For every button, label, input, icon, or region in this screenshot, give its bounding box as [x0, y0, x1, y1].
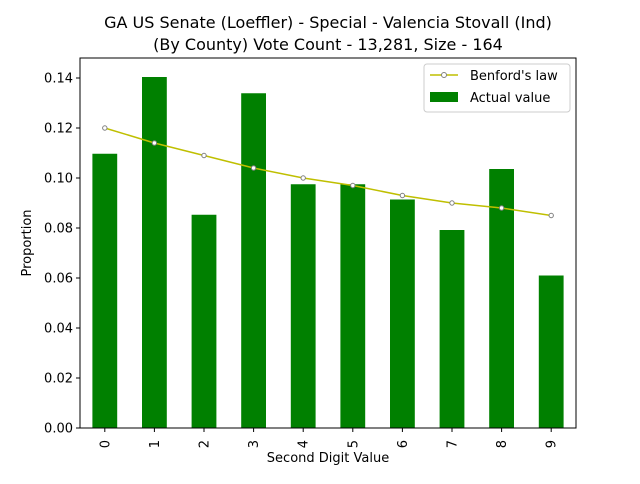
bar-digit-8: [489, 169, 514, 428]
x-tick-label: 9: [545, 440, 560, 448]
bar-series: [92, 77, 564, 428]
y-tick-label: 0.02: [44, 372, 73, 387]
bar-digit-6: [390, 199, 415, 428]
bar-digit-7: [439, 230, 465, 428]
legend: Benford's law Actual value: [423, 63, 571, 113]
benford-marker-5: [350, 182, 356, 189]
y-tick-label: 0.10: [44, 172, 73, 187]
benford-marker-1: [151, 140, 158, 146]
benford-marker-9: [548, 212, 554, 219]
chart-title-line2: (By County) Vote Count - 13,281, Size - …: [153, 35, 503, 54]
benford-marker-6: [399, 192, 406, 199]
benford-marker-7: [449, 200, 455, 206]
y-tick-label: 0.14: [44, 72, 73, 87]
x-tick-label: 4: [297, 440, 312, 448]
y-tick-label: 0.04: [44, 322, 73, 337]
benford-line: [104, 127, 552, 217]
y-tick-label: 0.00: [44, 422, 73, 437]
y-tick-label: 0.12: [44, 122, 73, 137]
legend-label-benford: Benford's law: [470, 69, 558, 84]
benford-marker-0: [102, 125, 108, 131]
benford-line-series: [102, 125, 554, 219]
bar-digit-4: [290, 184, 316, 428]
x-tick-label: 8: [495, 440, 510, 448]
x-tick-label: 0: [98, 440, 113, 448]
x-axis: 0 1 2 3 4 5 6 7 8 9: [98, 428, 560, 448]
benford-marker-8: [498, 205, 505, 211]
chart-title-line1: GA US Senate (Loeffler) - Special - Vale…: [104, 13, 552, 32]
bar-digit-3: [241, 93, 266, 428]
plot-area-frame: [79, 57, 577, 429]
y-axis-label: Proportion: [20, 209, 35, 276]
x-tick-label: 1: [148, 440, 163, 448]
y-tick-label: 0.08: [44, 222, 73, 237]
benford-marker-4: [300, 175, 306, 181]
x-tick-label: 3: [247, 440, 262, 448]
benford-marker-2: [201, 152, 207, 159]
legend-marker-swatch: [441, 72, 447, 78]
benford-marker-3: [250, 165, 257, 171]
x-tick-label: 7: [446, 440, 461, 448]
legend-box: [423, 63, 571, 113]
bar-digit-2: [191, 214, 217, 428]
x-axis-label: Second Digit Value: [267, 451, 389, 466]
legend-label-actual: Actual value: [470, 91, 550, 106]
x-tick-label: 6: [396, 440, 411, 448]
y-tick-label: 0.06: [44, 272, 73, 287]
bar-digit-0: [92, 153, 118, 428]
bar-digit-1: [142, 77, 167, 428]
y-axis: 0.00 0.02 0.04 0.06 0.08 0.10 0.12 0.14: [44, 72, 80, 437]
x-tick-label: 2: [198, 440, 213, 448]
bar-digit-5: [340, 184, 366, 428]
legend-bar-swatch: [430, 92, 458, 102]
bar-digit-9: [538, 275, 564, 428]
x-tick-label: 5: [346, 440, 361, 448]
